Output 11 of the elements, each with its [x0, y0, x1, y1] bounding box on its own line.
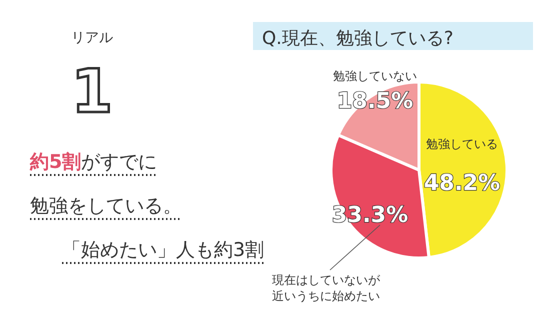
slice-label: 勉強していない	[333, 69, 417, 83]
slice-label: 現在はしていないが近いうちに始めたい	[272, 273, 381, 303]
text: リアル	[71, 30, 113, 46]
text: 約5割がすでに	[29, 151, 158, 173]
text: 1	[71, 57, 113, 127]
slice-label: 勉強している	[426, 137, 498, 151]
text: 勉強をしている。	[30, 195, 182, 217]
chart-title: Q.現在、勉強している?	[262, 28, 454, 49]
data-label: 48.2%	[424, 171, 500, 196]
text: 「始めたい」人も約3割	[62, 239, 264, 261]
data-label: 18.5%	[336, 89, 414, 114]
